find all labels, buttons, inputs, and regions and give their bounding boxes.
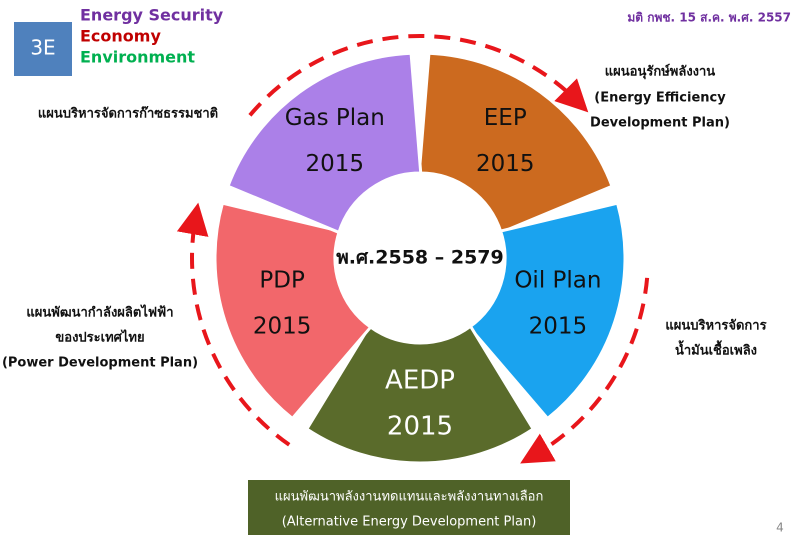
segment-label: EEP <box>484 105 527 131</box>
description: ของประเทศไทย <box>55 329 144 346</box>
badge: 3E <box>30 36 55 60</box>
description: แผนพัฒนาพลังงานทดแทนและพลังงานทางเลือก <box>275 489 544 505</box>
ring: EEP 2015 Oil Plan 2015 AEDP 2015 PDP 2015 Gas Pl… <box>176 34 650 465</box>
segment-label: Gas Plan <box>285 105 385 131</box>
description: แผนพัฒนากำลังผลิตไฟฟ้า <box>26 304 173 321</box>
segment-label: 2015 <box>387 412 453 442</box>
description: น้ำมันเชื้อเพลิง <box>675 340 757 359</box>
segment-label: 2015 <box>305 151 364 177</box>
cycle-arrow <box>248 34 589 117</box>
segment-label: 2015 <box>476 151 535 177</box>
cycle-arrow <box>520 277 650 464</box>
segment <box>226 51 423 235</box>
description: แผนบริหารจัดการก๊าซธรรมชาติ <box>38 107 218 122</box>
segment-label: 2015 <box>529 313 588 339</box>
segment-label: AEDP <box>385 366 455 396</box>
description: (Energy Efficiency <box>594 91 726 106</box>
description: แผนอนุรักษ์พลังงาน <box>605 64 716 80</box>
center-label: พ.ศ.2558 – 2579 <box>336 247 504 269</box>
header-item: Economy <box>80 27 161 46</box>
segment-label: PDP <box>259 267 305 293</box>
segment-label: 2015 <box>253 313 312 339</box>
segment <box>213 201 373 421</box>
segment-label: Oil Plan <box>514 267 601 293</box>
aedp-box <box>248 480 570 535</box>
note: มติ กพช. 15 ส.ค. พ.ศ. 2557 <box>627 11 791 25</box>
cycle-arrow <box>176 202 291 447</box>
header-item: Energy Security <box>80 6 224 25</box>
description: (Alternative Energy Development Plan) <box>282 515 537 530</box>
segment <box>304 324 536 465</box>
description: แผนบริหารจัดการ <box>665 319 766 334</box>
segment <box>417 51 614 235</box>
header-item: Environment <box>80 48 195 67</box>
page-number: 4 <box>776 521 784 535</box>
badge-box <box>14 22 72 76</box>
description: Development Plan) <box>590 116 730 131</box>
segment <box>467 201 627 421</box>
description: (Power Development Plan) <box>2 356 198 371</box>
